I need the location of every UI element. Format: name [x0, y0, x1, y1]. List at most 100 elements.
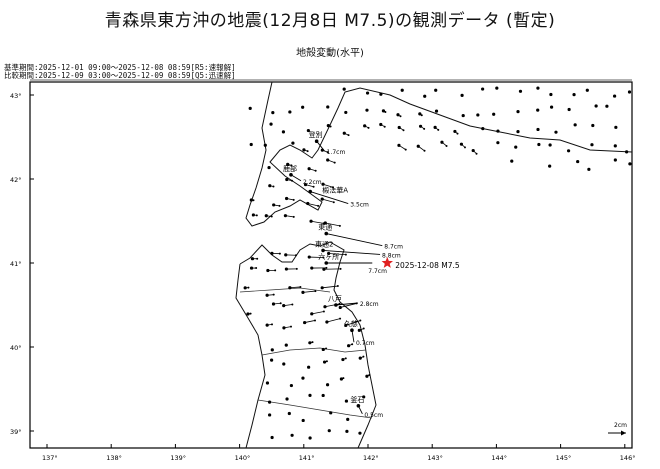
honshu-west-coast — [235, 263, 266, 449]
vector-head — [420, 114, 423, 117]
vector-head — [292, 198, 295, 201]
lon-tick-label: 144° — [491, 454, 507, 462]
vector-head — [272, 185, 275, 188]
gnss-station — [518, 89, 523, 93]
station-name: 登別 — [309, 130, 323, 139]
station-value: 2.2cm — [303, 179, 322, 186]
gnss-station — [301, 376, 305, 380]
vector-head — [333, 161, 336, 164]
vector-head — [325, 347, 328, 350]
gnss-station — [495, 86, 499, 90]
vector-head — [368, 374, 371, 377]
gnss-station — [576, 159, 580, 164]
station-value: 0.7cm — [356, 340, 375, 347]
gnss-station — [263, 143, 267, 147]
vector-head — [292, 215, 295, 218]
gnss-station — [400, 88, 404, 92]
vector-head — [437, 128, 440, 131]
gnss-station — [287, 411, 291, 416]
vector-head — [291, 179, 294, 182]
epicenter-label: 2025-12-08 M7.5 — [395, 261, 460, 270]
gnss-station — [510, 159, 514, 163]
gnss-station — [267, 165, 271, 170]
gnss-station — [271, 111, 275, 115]
gnss-station — [285, 196, 289, 201]
displacement-vector — [325, 222, 340, 227]
gnss-station — [345, 429, 349, 433]
epicenter-star-icon — [381, 257, 393, 268]
gnss-station — [344, 399, 349, 403]
gnss-station — [346, 417, 350, 421]
station-name: 東通2 — [315, 239, 333, 248]
station-value: 0.5cm — [364, 412, 383, 419]
gnss-station — [249, 142, 253, 147]
gnss-station — [605, 104, 609, 108]
vector-head — [255, 214, 258, 217]
gnss-station — [285, 397, 289, 401]
epicenter: 2025-12-08 M7.5 — [381, 257, 460, 270]
station-vector — [326, 233, 383, 247]
gnss-station — [514, 145, 518, 149]
gnss-station — [548, 143, 552, 147]
lat-tick-label: 43° — [10, 92, 22, 100]
vector-head — [252, 199, 255, 202]
station-vector — [316, 140, 325, 152]
gnss-station — [301, 105, 305, 109]
vector-head — [347, 134, 350, 137]
station-vector — [357, 405, 363, 415]
displacement-vector — [311, 311, 324, 315]
vector-head — [290, 164, 293, 167]
gnss-station — [308, 436, 312, 440]
vector-head — [272, 293, 275, 296]
gnss-station — [613, 144, 617, 148]
vector-head — [344, 357, 347, 360]
gnss-station — [434, 109, 439, 113]
gnss-station — [537, 142, 541, 147]
gnss-station — [325, 383, 330, 387]
displacement-vector — [322, 285, 338, 289]
vector-head — [332, 201, 335, 204]
gnss-station — [549, 92, 553, 97]
vector-head — [339, 317, 342, 320]
displacement-vector — [322, 183, 333, 188]
vector-head — [362, 355, 365, 358]
vector-head — [289, 325, 292, 328]
gnss-station — [554, 130, 558, 134]
station-vector — [290, 174, 302, 182]
gnss-station — [567, 107, 571, 112]
gnss-station — [627, 90, 632, 94]
gnss-station — [461, 113, 465, 118]
gnss-station — [329, 411, 333, 415]
displacement-vector — [322, 198, 334, 203]
station-value: 8.8cm — [382, 252, 401, 259]
vector-head — [326, 151, 329, 154]
gnss-station — [434, 88, 438, 92]
gnss-station — [306, 128, 310, 133]
vector-head — [384, 111, 387, 114]
displacement-vector — [289, 286, 301, 289]
gnss-station — [307, 167, 311, 171]
scale-label: 2cm — [614, 422, 627, 429]
gnss-station — [613, 158, 617, 162]
vector-head — [339, 267, 342, 270]
reference-period: 基準期間:2025-12-01 09:00〜2025-12-08 08:59[R… — [4, 63, 236, 72]
gnss-station — [307, 365, 311, 369]
vector-head — [312, 185, 315, 188]
gnss-station — [590, 143, 594, 147]
station-name: 久慈 — [344, 319, 358, 328]
gnss-station — [587, 167, 591, 171]
gnss-station — [270, 358, 274, 362]
gnss-station — [301, 418, 305, 423]
vector-head — [313, 319, 316, 322]
vector-head — [278, 252, 281, 255]
displacement-vector — [304, 320, 316, 323]
displacement-vector — [398, 144, 406, 150]
vector-head — [445, 144, 448, 147]
honshu-coast — [239, 241, 377, 449]
gnss-station — [284, 343, 288, 347]
lon-tick-label: 141° — [299, 454, 315, 462]
displacement-vector — [327, 159, 335, 164]
gnss-station — [358, 431, 362, 435]
vector-head — [274, 269, 277, 272]
